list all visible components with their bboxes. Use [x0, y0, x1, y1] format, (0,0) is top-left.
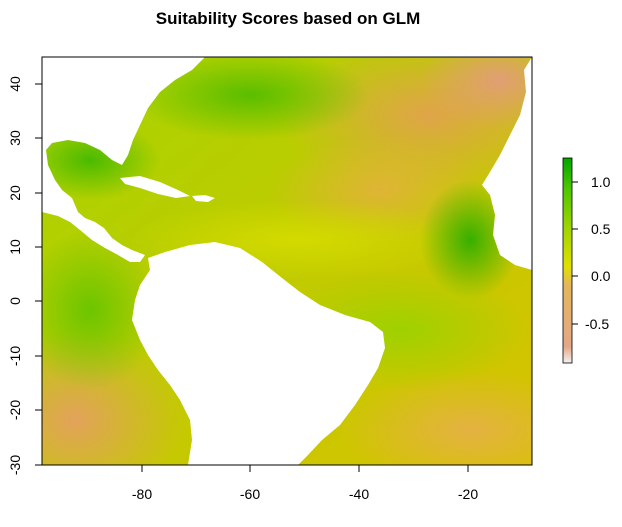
lowest-score-zone-northeast: [420, 57, 532, 130]
hispaniola-island: [192, 195, 215, 202]
high-score-zone-northwest-atlantic: [130, 57, 370, 140]
x-tick-label: -40: [349, 486, 369, 502]
north-america-land: [42, 57, 205, 262]
y-tick-label: 30: [7, 130, 23, 146]
cuba-island: [120, 176, 190, 198]
x-axis: -80 -60 -40 -20: [132, 464, 478, 502]
y-tick-label: 40: [7, 76, 23, 92]
legend-tick-label: -0.5: [585, 316, 609, 332]
suitability-map: [42, 57, 532, 465]
y-tick-label: -30: [7, 455, 23, 475]
high-score-zone-eastern-pacific: [42, 230, 160, 390]
y-tick-label: 10: [7, 239, 23, 255]
color-legend: 1.0 0.5 0.0 -0.5: [562, 157, 611, 364]
low-score-zone-south-atlantic: [340, 370, 532, 465]
y-tick-label: -20: [7, 400, 23, 420]
south-america-land: [132, 242, 385, 465]
y-tick-label: -10: [7, 346, 23, 366]
x-tick-label: -60: [240, 486, 260, 502]
y-tick-label: 0: [7, 297, 23, 305]
legend-color-bar: [562, 157, 573, 364]
y-axis: -30 -20 -10 0 10 20 30 40: [7, 76, 43, 475]
x-tick-label: -20: [458, 486, 478, 502]
y-tick-label: 20: [7, 185, 23, 201]
legend-tick-label: 0.0: [591, 268, 611, 284]
map-title: Suitability Scores based on GLM: [156, 9, 421, 28]
legend-tick-label: 0.5: [591, 221, 611, 237]
africa-land: [482, 57, 532, 270]
x-tick-label: -80: [132, 486, 152, 502]
legend-tick-label: 1.0: [591, 174, 611, 190]
